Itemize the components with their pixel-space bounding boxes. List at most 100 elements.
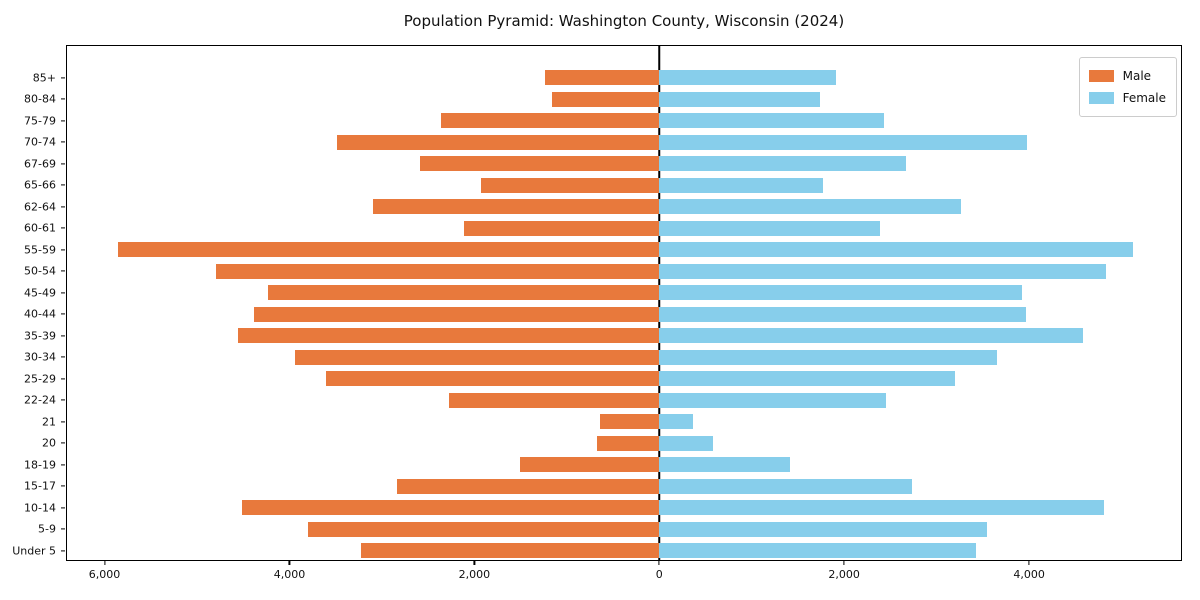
legend: Male Female xyxy=(1078,57,1177,117)
y-axis-label: 45-49 xyxy=(24,286,56,300)
pyramid-row: 21 xyxy=(42,411,1181,433)
y-axis-label: 21 xyxy=(42,415,56,429)
male-bar xyxy=(600,414,660,430)
female-bar xyxy=(659,543,976,559)
x-tick-label: 4,000 xyxy=(273,568,306,581)
male-legend-swatch xyxy=(1088,70,1114,82)
pyramid-row: Under 5 xyxy=(12,540,1181,562)
female-bar xyxy=(659,414,694,430)
y-axis-label: 35-39 xyxy=(24,329,56,343)
x-tick-label: 6,000 xyxy=(88,568,121,581)
pyramid-row: 22-24 xyxy=(24,390,1181,412)
pyramid-row: 75-79 xyxy=(24,110,1181,132)
female-bar xyxy=(659,500,1105,516)
legend-male-label: Male xyxy=(1122,69,1152,83)
x-tick-label: 4,000 xyxy=(1013,568,1045,581)
male-bar xyxy=(267,285,660,301)
y-axis-label: 18-19 xyxy=(24,458,56,472)
legend-female-label: Female xyxy=(1122,91,1166,105)
female-bar xyxy=(659,371,955,387)
y-tick-mark xyxy=(61,399,65,401)
male-bar xyxy=(552,91,660,107)
pyramid-row: 85+ xyxy=(33,67,1181,89)
y-tick-mark xyxy=(61,270,65,272)
y-axis-label: 50-54 xyxy=(24,264,56,278)
y-tick-mark xyxy=(61,442,65,444)
y-axis-label: 85+ xyxy=(32,71,56,85)
plot-area: 85+ 80-84 75-79 70-74 67-69 65-66 62-64 60-61 55… xyxy=(12,45,1182,562)
y-tick-mark xyxy=(61,249,65,251)
y-tick-mark xyxy=(61,335,65,337)
x-tick-mark xyxy=(658,561,660,565)
male-bar xyxy=(440,113,660,129)
female-bar xyxy=(659,199,961,215)
male-bar xyxy=(544,70,660,86)
pyramid-row: 80-84 xyxy=(24,89,1181,111)
female-bar xyxy=(659,134,1028,150)
pyramid-row: 10-14 xyxy=(24,497,1181,519)
y-tick-mark xyxy=(61,163,65,165)
y-axis-label: 22-24 xyxy=(24,393,56,407)
male-bar xyxy=(242,500,660,516)
y-tick-mark xyxy=(61,292,65,294)
male-bar xyxy=(337,134,660,150)
pyramid-row: 35-39 xyxy=(24,325,1181,347)
y-axis-label: 55-59 xyxy=(24,243,56,257)
chart-title: Population Pyramid: Washington County, W… xyxy=(403,12,845,30)
female-bar xyxy=(659,457,791,473)
female-bar xyxy=(659,328,1083,344)
female-bar xyxy=(659,521,987,537)
male-bar xyxy=(307,521,660,537)
x-axis: 6,000 4,000 2,000 0 2,000 4,000 xyxy=(66,561,1182,591)
y-tick-mark xyxy=(61,464,65,466)
male-bar xyxy=(294,349,660,365)
female-bar xyxy=(659,113,885,129)
female-bar xyxy=(659,220,880,236)
legend-entry-female: Female xyxy=(1088,87,1166,109)
male-bar xyxy=(254,306,660,322)
y-axis-label: 10-14 xyxy=(24,501,56,515)
y-tick-mark xyxy=(61,77,65,79)
x-tick-mark xyxy=(843,561,845,565)
y-axis-label: 62-64 xyxy=(24,200,56,214)
female-bar xyxy=(659,242,1133,258)
male-bar xyxy=(463,220,660,236)
female-legend-swatch xyxy=(1088,92,1114,104)
y-axis-label: Under 5 xyxy=(12,544,56,558)
y-axis-label: 5-9 xyxy=(38,522,56,536)
pyramid-row: 40-44 xyxy=(24,304,1181,326)
y-axis-label: 40-44 xyxy=(24,307,56,321)
y-tick-mark xyxy=(61,378,65,380)
female-bar xyxy=(659,435,713,451)
pyramid-row: 5-9 xyxy=(38,519,1181,541)
female-bar xyxy=(659,478,913,494)
pyramid-row: 70-74 xyxy=(24,132,1181,154)
female-bar xyxy=(659,91,820,107)
x-tick-mark xyxy=(103,561,106,565)
y-axis-label: 15-17 xyxy=(24,479,56,493)
y-axis-label: 65-66 xyxy=(24,178,56,192)
x-tick-mark xyxy=(1028,561,1030,565)
pyramid-row: 50-54 xyxy=(24,261,1181,283)
pyramid-row: 65-66 xyxy=(24,175,1181,197)
y-tick-mark xyxy=(61,313,65,315)
y-tick-mark xyxy=(61,98,65,100)
pyramid-row: 55-59 xyxy=(24,239,1181,261)
male-bar xyxy=(397,478,660,494)
male-bar xyxy=(117,242,660,258)
y-tick-mark xyxy=(61,206,65,208)
legend-entry-male: Male xyxy=(1088,65,1166,87)
male-bar xyxy=(361,543,660,559)
pyramid-row: 18-19 xyxy=(24,454,1181,476)
y-tick-mark xyxy=(61,485,65,487)
y-axis-label: 67-69 xyxy=(24,157,56,171)
pyramid-row: 15-17 xyxy=(24,476,1181,498)
y-axis-label: 20 xyxy=(42,436,56,450)
male-bar xyxy=(326,371,660,387)
male-bar xyxy=(481,177,660,193)
male-bar xyxy=(216,263,660,279)
pyramid-row: 25-29 xyxy=(24,368,1181,390)
male-bar xyxy=(420,156,660,172)
y-tick-mark xyxy=(61,507,65,509)
x-tick-mark xyxy=(473,561,475,565)
